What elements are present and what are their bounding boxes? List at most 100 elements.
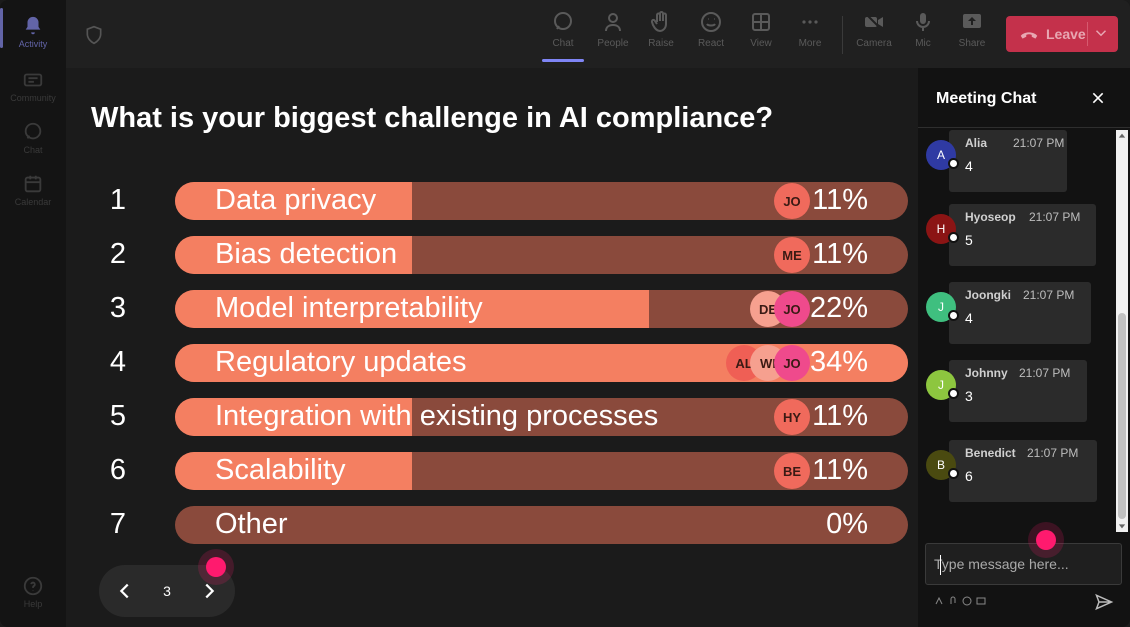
react-button[interactable]: React: [686, 10, 736, 62]
rail-item-activity[interactable]: Activity: [4, 6, 62, 58]
people-button[interactable]: People: [588, 10, 638, 62]
sender-name: Joongki: [965, 288, 1012, 302]
community-icon: [23, 73, 43, 87]
chevron-right-icon[interactable]: [198, 580, 220, 602]
poll-option-row: 4 Regulatory updates JO WI AL 34%: [66, 344, 918, 382]
mic-button[interactable]: Mic: [898, 10, 948, 62]
option-number: 2: [109, 238, 127, 270]
poll-question: What is your biggest challenge in AI com…: [91, 102, 774, 134]
option-bar-fill: [175, 452, 413, 490]
scroll-thumb[interactable]: [1118, 313, 1126, 519]
option-label: Data privacy: [215, 184, 377, 216]
presence-status-icon: [948, 158, 959, 169]
close-icon[interactable]: [1090, 90, 1106, 106]
rail-item-calendar[interactable]: Calendar: [4, 164, 62, 216]
option-number: 5: [109, 400, 127, 432]
voter-avatar: JO: [774, 291, 810, 327]
camera-button[interactable]: Camera: [849, 10, 899, 62]
meeting-chat-panel: Meeting Chat Alia 21:07 PM 4 A Hyoseop 21:07 …: [918, 68, 1130, 627]
chat-message[interactable]: Johnny 21:07 PM 3 J: [924, 360, 1104, 422]
message-text: 6: [965, 468, 973, 484]
chat-button[interactable]: Chat: [538, 10, 588, 62]
rail-label: Calendar: [14, 197, 52, 207]
gif-icon[interactable]: [976, 596, 986, 606]
app-rail: Activity Community Chat Calendar Help: [0, 0, 66, 627]
raise-hand-button[interactable]: Raise: [636, 10, 686, 62]
rail-label: Help: [23, 599, 43, 609]
voter-avatar: ME: [774, 237, 810, 273]
voter-avatars: JO WI AL: [726, 345, 810, 381]
mic-icon: [916, 13, 930, 31]
chat-message[interactable]: Benedict 21:07 PM 6 B: [924, 440, 1104, 502]
sender-name: Hyoseop: [965, 210, 1016, 224]
send-icon[interactable]: [1094, 592, 1114, 612]
rail-label: Activity: [18, 39, 48, 49]
option-label: Scalability: [215, 454, 346, 486]
rail-item-chat[interactable]: Chat: [4, 112, 62, 164]
sender-name: Alia: [965, 136, 988, 150]
emoji-icon[interactable]: [962, 596, 972, 606]
shield-icon: [86, 25, 102, 45]
sender-name: Johnny: [965, 366, 1008, 380]
voter-avatars: JO DE: [750, 291, 810, 327]
view-label: View: [750, 38, 772, 49]
option-bar-fill: [175, 290, 650, 328]
message-text: 4: [965, 310, 973, 326]
presence-status-icon: [948, 310, 959, 321]
poll-option-row: 5 Integration with existing processes HY 11…: [66, 398, 918, 436]
chat-message[interactable]: Hyoseop 21:07 PM 5 H: [924, 204, 1104, 266]
more-icon: [802, 20, 818, 24]
chat-divider: [918, 127, 1130, 128]
voter-avatars: BE: [774, 453, 810, 489]
pointer-indicator: [206, 557, 226, 577]
camera-icon: [864, 12, 884, 32]
voter-avatars: JO: [774, 183, 810, 219]
message-bubble: Joongki 21:07 PM 4: [949, 282, 1091, 344]
share-icon: [963, 14, 981, 28]
option-number: 4: [109, 346, 127, 378]
poll-option-row: 2 Bias detection ME 11%: [66, 236, 918, 274]
option-percentage: 34%: [809, 346, 868, 378]
option-label: Integration with existing processes: [215, 400, 659, 432]
scroll-down-icon[interactable]: [1118, 522, 1126, 530]
option-label: Other: [215, 508, 288, 540]
message-bubble: Alia 21:07 PM 4: [949, 130, 1067, 192]
chat-message[interactable]: Alia 21:07 PM 4 A: [924, 130, 1104, 192]
view-button[interactable]: View: [736, 10, 786, 62]
chat-label: Chat: [552, 38, 574, 49]
attach-icon[interactable]: [948, 596, 958, 606]
message-text: 5: [965, 232, 973, 248]
presence-status-icon: [948, 388, 959, 399]
mic-label: Mic: [915, 38, 931, 49]
option-percentage: 11%: [812, 454, 868, 486]
chat-icon: [554, 12, 572, 30]
voter-avatars: HY: [774, 399, 810, 435]
share-label: Share: [958, 38, 986, 49]
phone-hangup-icon: [1020, 32, 1038, 39]
hand-icon: [650, 11, 667, 33]
leave-button[interactable]: Leave: [1006, 16, 1118, 52]
option-label: Model interpretability: [215, 292, 483, 324]
people-icon: [605, 13, 621, 32]
chat-message-input[interactable]: [934, 554, 1114, 574]
chevron-down-icon[interactable]: [1092, 24, 1110, 42]
help-icon: [23, 576, 43, 596]
format-icon[interactable]: [934, 596, 944, 606]
chat-message[interactable]: Joongki 21:07 PM 4 J: [924, 282, 1104, 344]
option-percentage: 22%: [809, 292, 868, 324]
scroll-up-icon[interactable]: [1118, 132, 1126, 140]
voter-avatar: JO: [774, 345, 810, 381]
page-number: 3: [163, 583, 171, 599]
option-bar-fill: [175, 236, 413, 274]
message-time: 21:07 PM: [1019, 366, 1071, 380]
share-button[interactable]: Share: [947, 10, 997, 62]
chat-input-box[interactable]: [925, 543, 1122, 585]
message-bubble: Johnny 21:07 PM 3: [949, 360, 1087, 422]
rail-item-community[interactable]: Community: [4, 60, 62, 112]
rail-item-help[interactable]: Help: [4, 566, 62, 618]
option-number: 1: [109, 184, 127, 216]
chevron-left-icon[interactable]: [114, 580, 136, 602]
react-label: React: [697, 38, 725, 49]
more-button[interactable]: More: [785, 10, 835, 62]
